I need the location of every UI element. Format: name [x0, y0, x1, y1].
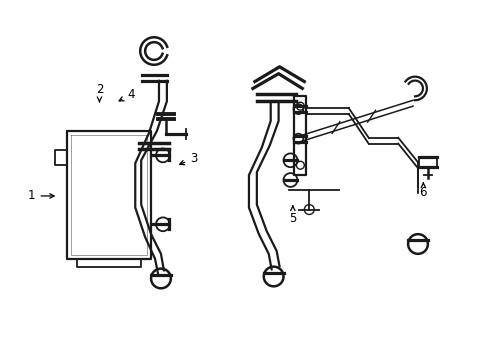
Text: 6: 6 [419, 183, 426, 199]
Text: 5: 5 [288, 206, 296, 225]
Text: 3: 3 [180, 152, 197, 165]
Text: 4: 4 [119, 89, 134, 102]
Text: 1: 1 [28, 189, 54, 202]
Text: 2: 2 [96, 83, 103, 102]
